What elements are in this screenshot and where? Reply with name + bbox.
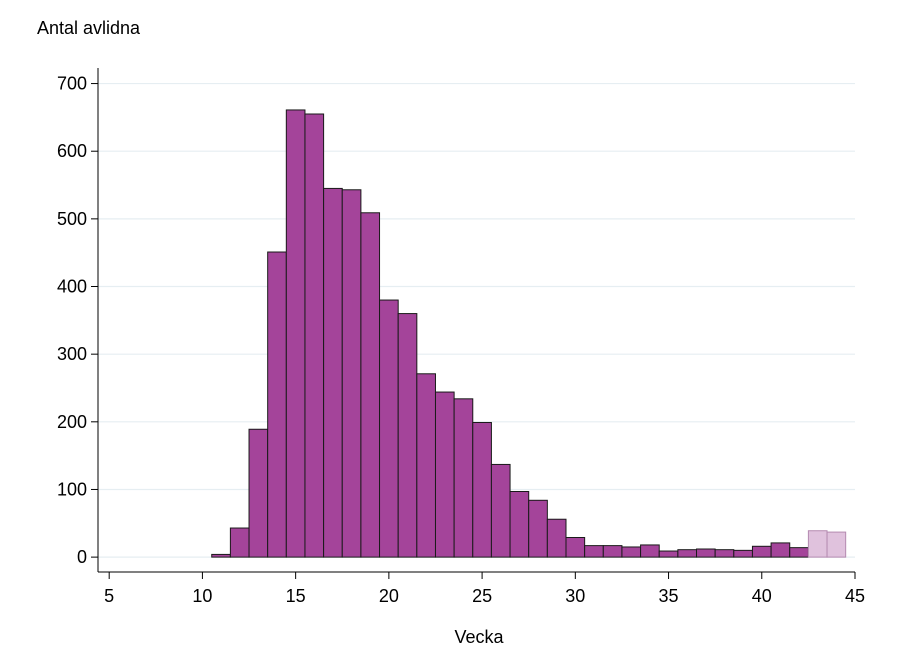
bar-week-36 xyxy=(677,549,698,558)
bar-week-18 xyxy=(341,189,362,558)
bar-week-16 xyxy=(304,113,325,558)
axes: 0 100 200 300 400 500 600 700 5 10 15 20 25 30 35 40 45 xyxy=(57,68,865,606)
bar-week-21 xyxy=(397,313,418,558)
bar-week-28 xyxy=(528,499,548,558)
bar-week-24 xyxy=(453,398,474,558)
bar-week-19 xyxy=(360,212,381,558)
bar-week-17 xyxy=(323,187,343,558)
bar-week-20 xyxy=(379,299,399,558)
y-tick-label: 500 xyxy=(57,209,87,229)
x-tick-label: 45 xyxy=(845,586,865,606)
bar-week-12 xyxy=(229,527,250,558)
bar-week-27 xyxy=(509,490,530,558)
bar-week-40 xyxy=(751,545,772,558)
y-tick-label: 100 xyxy=(57,479,87,499)
bar-week-31 xyxy=(584,545,604,558)
x-tick-label: 35 xyxy=(659,586,679,606)
bar-week-30 xyxy=(565,536,586,558)
x-tick-label: 15 xyxy=(286,586,306,606)
bar-week-38 xyxy=(714,549,735,558)
bar-week-32 xyxy=(602,545,623,558)
bar-week-22 xyxy=(416,373,436,558)
bar-week-23 xyxy=(434,391,455,558)
x-tick-label: 5 xyxy=(104,586,114,606)
bar-week-42 xyxy=(789,547,809,558)
bar-week-15 xyxy=(285,109,306,558)
bar-week-39 xyxy=(733,549,753,558)
x-tick-label: 20 xyxy=(379,586,399,606)
x-axis-title: Vecka xyxy=(454,627,504,647)
y-tick-label: 600 xyxy=(57,141,87,161)
bar-week-43 xyxy=(807,530,828,558)
bar-week-29 xyxy=(546,518,567,558)
bars xyxy=(211,109,847,558)
y-tick-label: 700 xyxy=(57,74,87,94)
bar-week-25 xyxy=(472,421,492,558)
bar-week-14 xyxy=(267,251,287,558)
x-tick-label: 30 xyxy=(565,586,585,606)
y-tick-label: 300 xyxy=(57,344,87,364)
y-tick-label: 200 xyxy=(57,412,87,432)
bar-week-35 xyxy=(658,550,679,558)
bar-week-44 xyxy=(826,531,847,558)
x-tick-label: 40 xyxy=(752,586,772,606)
bar-week-34 xyxy=(640,544,660,558)
x-tick-label: 25 xyxy=(472,586,492,606)
bar-week-33 xyxy=(621,546,642,558)
bar-week-37 xyxy=(696,548,716,558)
y-tick-label: 400 xyxy=(57,277,87,297)
bar-week-26 xyxy=(490,463,511,558)
bar-week-13 xyxy=(248,428,269,558)
bar-week-41 xyxy=(770,542,791,558)
x-tick-label: 10 xyxy=(192,586,212,606)
y-axis-title: Antal avlidna xyxy=(37,18,141,38)
y-tick-label: 0 xyxy=(77,547,87,567)
bar-week-11 xyxy=(211,553,231,558)
grid-lines xyxy=(98,82,855,558)
